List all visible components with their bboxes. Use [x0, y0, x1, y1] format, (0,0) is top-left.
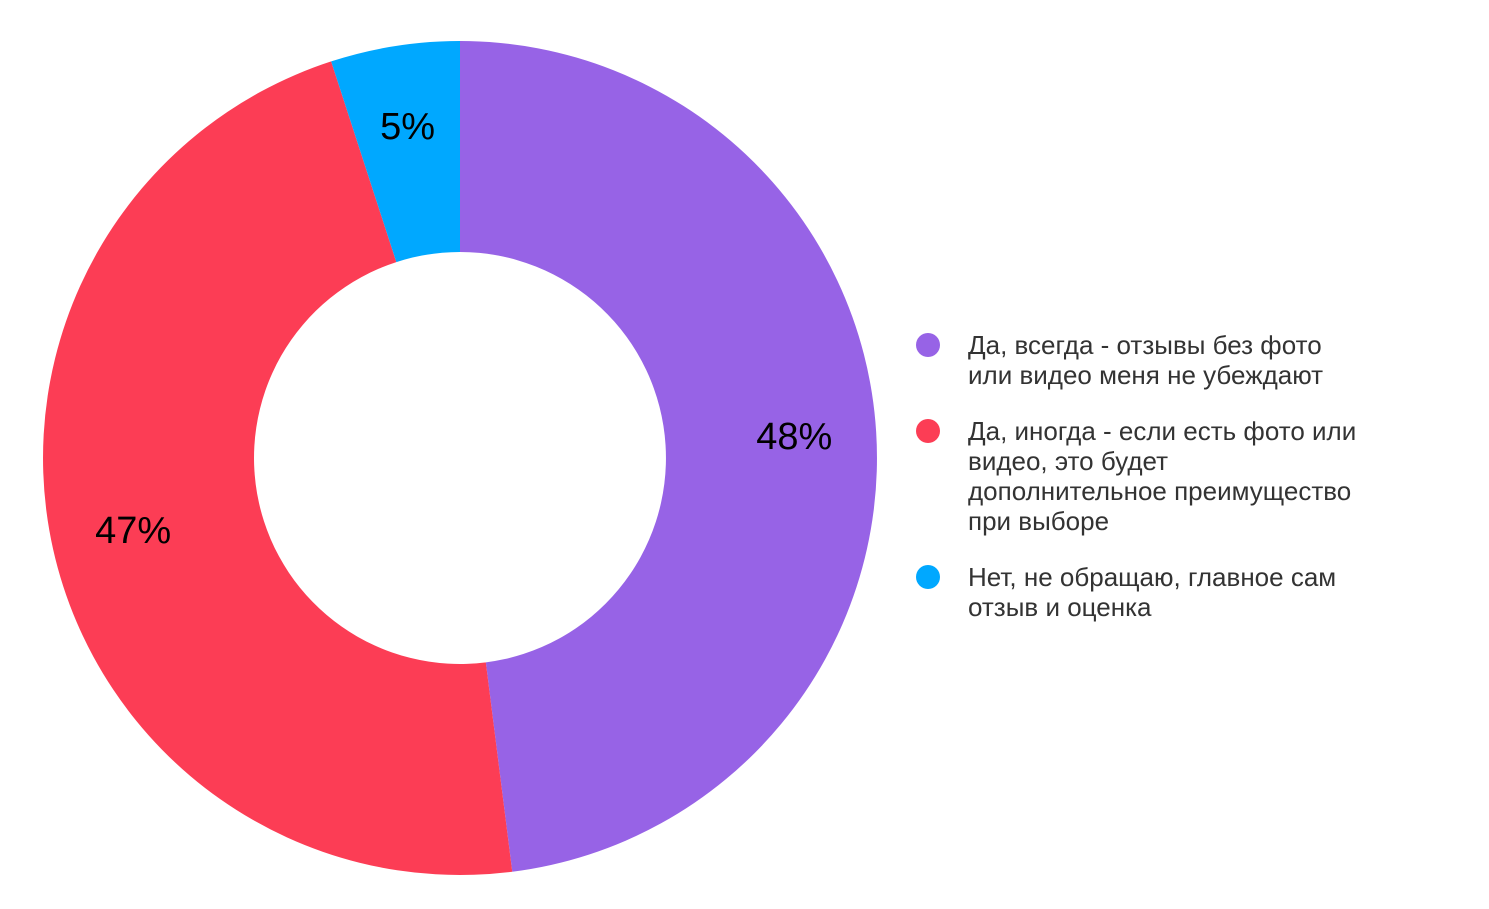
legend-swatch-circle [916, 419, 940, 443]
legend-swatch-circle [916, 333, 940, 357]
slice-value-label: 47% [95, 510, 171, 552]
chart-legend: Да, всегда - отзывы без фото или видео м… [916, 330, 1386, 622]
donut-chart: 48% 47% 5% [43, 41, 877, 875]
slice-value-label: 48% [756, 416, 832, 458]
legend-swatch-circle [916, 565, 940, 589]
legend-item-label: Да, иногда - если есть фото или видео, э… [968, 416, 1357, 536]
donut-slice-1 [43, 61, 513, 875]
donut-slice-2 [331, 41, 460, 263]
legend-item: Нет, не обращаю, главное сам отзыв и оце… [916, 562, 1386, 622]
legend-item: Да, всегда - отзывы без фото или видео м… [916, 330, 1386, 390]
legend-item-label: Да, всегда - отзывы без фото или видео м… [968, 330, 1324, 390]
legend-item: Да, иногда - если есть фото или видео, э… [916, 416, 1386, 536]
donut-slice-0 [460, 41, 877, 872]
legend-item-label: Нет, не обращаю, главное сам отзыв и оце… [968, 562, 1337, 622]
slice-value-label: 5% [380, 106, 435, 148]
